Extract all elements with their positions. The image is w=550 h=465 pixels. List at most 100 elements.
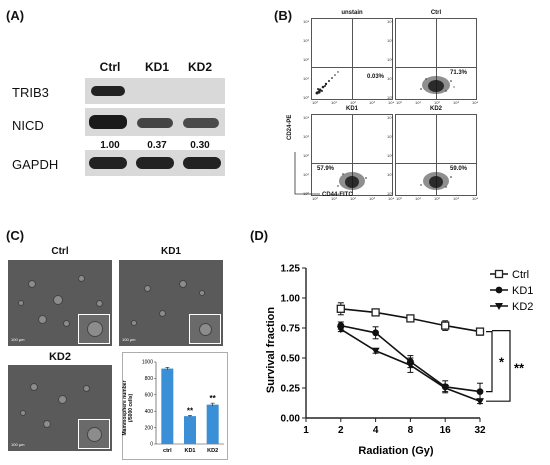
line-y-tick-label: 0.00 xyxy=(281,414,301,425)
data-point-kd1 xyxy=(372,329,379,337)
scale-bar-label: 100 μm xyxy=(122,337,136,342)
blot-trib3 xyxy=(85,78,225,104)
flow-y-tick: 10⁰ xyxy=(387,191,394,196)
flow-x-tick: 10⁰ xyxy=(312,100,319,105)
series-ctrl xyxy=(336,302,485,336)
line-x-tick-label: 2 xyxy=(338,425,344,436)
data-point-kd2 xyxy=(336,326,345,334)
line-y-tick-label: 1.00 xyxy=(281,294,301,305)
bar-y-tick-label: 0 xyxy=(150,442,153,448)
line-x-tick-label: 1 xyxy=(303,425,309,436)
flow-y-tick: 10³ xyxy=(387,134,393,139)
data-point-ctrl xyxy=(475,327,485,336)
micrograph-inset xyxy=(78,419,110,449)
micrograph-title: Ctrl xyxy=(51,246,69,257)
data-point-kd2 xyxy=(371,347,380,355)
bar-ylabel: Mammosphere number xyxy=(122,380,128,435)
flow-x-tick: 10¹ xyxy=(331,100,337,105)
flow-x-tick: 10⁰ xyxy=(396,196,403,201)
micrograph-inset xyxy=(78,314,110,344)
line-ylabel: Survival fraction xyxy=(265,307,277,393)
flow-percent-ctrl: 71.3% xyxy=(450,70,468,76)
significance-bracket xyxy=(486,331,493,393)
mammosphere-bar-chart: Mammosphere number (/5000 cells) 0 200 400… xyxy=(122,352,228,460)
flow-y-tick: 10¹ xyxy=(387,76,393,81)
scale-bar-label: 100 μm xyxy=(11,442,25,447)
flow-x-tick: 10¹ xyxy=(331,196,337,201)
line-y-tick-label: 0.25 xyxy=(281,384,301,395)
micrograph-inset xyxy=(189,314,221,344)
flow-y-tick: 10³ xyxy=(303,38,309,43)
flow-x-tick: 10⁴ xyxy=(388,100,395,105)
flow-y-tick: 10⁰ xyxy=(387,95,394,100)
data-point-kd2 xyxy=(441,385,450,392)
bar-kd2 xyxy=(206,404,219,444)
panel-c-label: (C) xyxy=(6,228,25,243)
flow-x-tick: 10⁴ xyxy=(388,196,395,201)
flow-axis-arrows xyxy=(294,152,320,195)
flow-y-tick: 10³ xyxy=(303,134,309,139)
legend-marker xyxy=(494,269,504,279)
survival-line-chart: Survival fraction Radiation (Gy) 0.00 0.2… xyxy=(265,264,533,458)
flow-y-tick: 10⁰ xyxy=(303,95,310,100)
flow-x-tick: 10⁰ xyxy=(312,196,319,201)
flow-percent-kd2: 59.0% xyxy=(450,166,468,172)
bar-y-tick-label: 200 xyxy=(145,425,154,431)
flow-y-tick: 10² xyxy=(303,57,309,62)
flow-x-tick: 10³ xyxy=(453,100,459,105)
flow-x-tick: 10¹ xyxy=(415,196,421,201)
flow-y-tick: 10¹ xyxy=(303,172,309,177)
flow-y-tick: 10⁰ xyxy=(303,191,310,196)
line-y-tick-label: 0.75 xyxy=(281,324,301,335)
wb-row-gapdh: GAPDH xyxy=(12,157,59,172)
panel-b-label: (B) xyxy=(274,8,293,23)
flow-plot-title: KD2 xyxy=(429,106,442,112)
flow-y-tick: 10² xyxy=(387,153,393,158)
flow-plot-title: unstain xyxy=(341,10,363,16)
wb-column-ctrl: Ctrl xyxy=(99,60,121,74)
micrograph-title: KD2 xyxy=(48,351,71,363)
flow-x-tick: 10² xyxy=(434,100,440,105)
flow-y-tick: 10¹ xyxy=(387,172,393,177)
wb-column-kd2: KD2 xyxy=(187,60,212,74)
flow-x-tick: 10² xyxy=(350,100,356,105)
bar-ylabel2: (/5000 cells) xyxy=(128,393,134,422)
legend-item-kd1: KD1 xyxy=(490,285,533,297)
flow-ylabel: CD24-PE xyxy=(287,114,293,140)
panel-d-label: (D) xyxy=(250,228,269,243)
flow-x-tick: 10² xyxy=(350,196,356,201)
flow-y-tick: 10² xyxy=(303,153,309,158)
legend-marker xyxy=(495,286,503,294)
line-xlabel: Radiation (Gy) xyxy=(358,445,434,457)
flow-x-tick: 10³ xyxy=(453,196,459,201)
nicd-value-ctrl: 1.00 xyxy=(100,140,120,151)
data-point-kd2 xyxy=(406,362,415,370)
scale-bar-label: 100 μm xyxy=(11,337,25,342)
line-y-tick-label: 1.25 xyxy=(281,264,301,275)
nicd-value-kd2: 0.30 xyxy=(190,140,210,151)
data-point-kd1 xyxy=(476,388,484,395)
wb-row-trib3: TRIB3 xyxy=(12,85,49,100)
blot-nicd xyxy=(85,108,225,136)
flow-y-tick: 10² xyxy=(387,57,393,62)
bar-x-tick-label: KD1 xyxy=(184,448,195,454)
bar-y-tick-label: 600 xyxy=(145,393,154,399)
flow-y-tick: 10⁴ xyxy=(387,115,394,120)
bar-x-tick-label: ctrl xyxy=(163,448,172,454)
legend-item-kd2: KD2 xyxy=(490,301,533,313)
line-x-tick-label: 4 xyxy=(373,425,379,436)
flow-plot-title: Ctrl xyxy=(430,10,442,16)
flow-percent-kd1: 57.9% xyxy=(317,166,335,172)
micrograph-title: KD1 xyxy=(160,246,181,257)
data-point-ctrl xyxy=(371,308,380,317)
micrograph-kd1: KD1 100 μm xyxy=(119,246,223,346)
line-x-tick-label: 16 xyxy=(440,425,452,436)
flow-x-tick: 10³ xyxy=(369,196,375,201)
flow-plot-kd2: KD2 59.0% 10⁰ 10⁰ 10¹ 10¹ 10² 10² 10³ 10³ 10⁴ 10⁴ xyxy=(387,106,478,201)
flow-y-tick: 10⁴ xyxy=(387,19,394,24)
flow-y-tick: 10⁴ xyxy=(303,115,310,120)
bar-x-tick-label: KD2 xyxy=(207,448,218,454)
legend-label: KD2 xyxy=(512,301,533,313)
bar-y-tick-label: 1000 xyxy=(142,360,153,366)
flow-x-tick: 10⁴ xyxy=(472,196,479,201)
